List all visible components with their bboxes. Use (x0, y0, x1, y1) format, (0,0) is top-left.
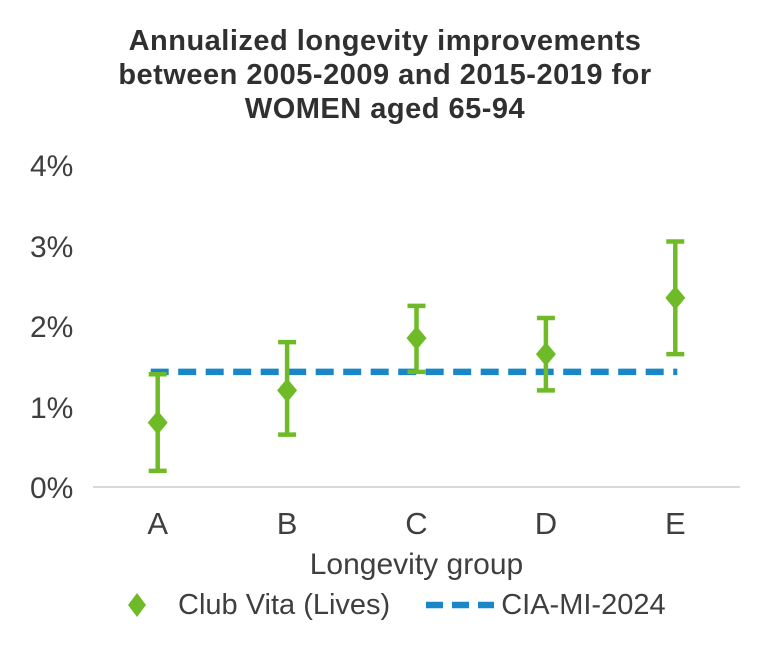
chart-title: Annualized longevity improvements betwee… (0, 24, 770, 126)
x-axis-title: Longevity group (309, 548, 524, 581)
diamond-marker (277, 378, 298, 403)
chart-title-line: WOMEN aged 65-94 (244, 93, 526, 125)
data-point-group-B (277, 339, 298, 437)
dashed-line-icon (426, 601, 495, 609)
legend: Club Vita (Lives) CIA-MI-2024 (126, 584, 666, 626)
diamond-marker (147, 410, 168, 435)
x-tick-label-D: D (534, 506, 558, 541)
x-tick-label-E: E (664, 506, 686, 541)
legend-label-club-vita: Club Vita (Lives) (178, 588, 391, 621)
diamond-marker (535, 342, 556, 367)
diamond-marker (406, 326, 427, 351)
y-tick-label-3%: 3% (30, 230, 74, 264)
data-point-group-A (147, 372, 168, 474)
x-tick-label-A: A (147, 506, 169, 541)
chart-title-line: between 2005-2009 and 2015-2019 for (118, 59, 652, 91)
chart-title-line: Annualized longevity improvements (128, 25, 642, 57)
data-point-group-D (535, 315, 556, 393)
diamond-icon (128, 593, 146, 617)
y-tick-label-0%: 0% (30, 472, 74, 505)
y-tick-label-1%: 1% (30, 391, 74, 425)
y-tick-label-4%: 4% (30, 150, 74, 183)
y-tick-label-2%: 2% (30, 311, 74, 344)
legend-label-cia-mi-2024: CIA-MI-2024 (501, 588, 666, 621)
data-point-group-E (665, 239, 686, 357)
x-tick-label-B: B (276, 506, 298, 541)
x-tick-label-C: C (405, 506, 428, 541)
data-point-group-C (406, 303, 427, 375)
diamond-marker (665, 285, 686, 310)
